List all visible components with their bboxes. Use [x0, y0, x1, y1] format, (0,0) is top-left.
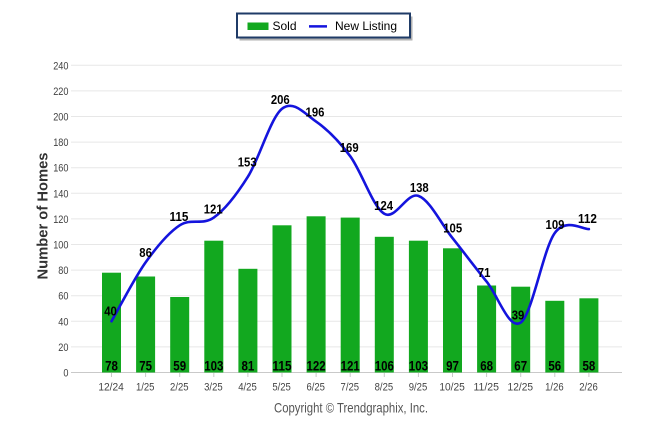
svg-text:7/25: 7/25 [341, 382, 360, 394]
svg-text:169: 169 [340, 140, 359, 155]
svg-text:58: 58 [583, 358, 596, 374]
svg-text:138: 138 [410, 180, 429, 195]
svg-text:4/25: 4/25 [238, 382, 257, 394]
svg-text:20: 20 [58, 342, 68, 354]
svg-text:120: 120 [53, 214, 68, 226]
svg-text:121: 121 [204, 202, 223, 217]
svg-text:180: 180 [53, 137, 68, 149]
svg-text:115: 115 [170, 209, 189, 224]
svg-text:New Listing: New Listing [335, 19, 397, 33]
svg-text:71: 71 [478, 265, 491, 280]
svg-text:1/26: 1/26 [545, 382, 564, 394]
svg-text:115: 115 [272, 358, 291, 374]
svg-text:10/25: 10/25 [439, 382, 465, 394]
svg-text:106: 106 [375, 358, 394, 374]
svg-text:112: 112 [578, 211, 597, 226]
svg-text:206: 206 [271, 92, 290, 107]
svg-text:140: 140 [53, 188, 68, 200]
svg-text:103: 103 [204, 358, 223, 374]
svg-text:60: 60 [58, 291, 68, 303]
svg-text:97: 97 [446, 358, 459, 374]
svg-text:196: 196 [306, 104, 325, 119]
svg-text:220: 220 [53, 86, 68, 98]
svg-text:6/25: 6/25 [306, 382, 325, 394]
svg-text:78: 78 [105, 358, 118, 374]
svg-text:122: 122 [307, 358, 326, 374]
svg-text:9/25: 9/25 [409, 382, 428, 394]
svg-text:153: 153 [238, 155, 257, 170]
svg-text:80: 80 [58, 265, 68, 277]
svg-text:11/25: 11/25 [473, 382, 499, 394]
svg-text:8/25: 8/25 [375, 382, 394, 394]
svg-text:40: 40 [58, 316, 68, 328]
svg-text:2/26: 2/26 [579, 382, 598, 394]
svg-text:Copyright © Trendgraphix, Inc.: Copyright © Trendgraphix, Inc. [274, 400, 428, 416]
svg-text:39: 39 [512, 307, 525, 322]
svg-text:12/25: 12/25 [508, 382, 534, 394]
svg-text:160: 160 [53, 163, 68, 175]
svg-text:0: 0 [63, 368, 68, 380]
svg-text:3/25: 3/25 [204, 382, 223, 394]
svg-text:105: 105 [443, 221, 462, 236]
svg-text:Number of Homes: Number of Homes [35, 153, 52, 280]
svg-text:103: 103 [409, 358, 428, 374]
svg-text:67: 67 [514, 358, 527, 374]
svg-text:75: 75 [139, 358, 152, 374]
svg-text:109: 109 [546, 217, 565, 232]
svg-text:2/25: 2/25 [170, 382, 189, 394]
svg-text:Sold: Sold [273, 19, 297, 33]
svg-text:100: 100 [53, 240, 68, 252]
svg-text:12/24: 12/24 [98, 382, 124, 394]
svg-text:81: 81 [242, 358, 255, 374]
svg-text:1/25: 1/25 [136, 382, 155, 394]
svg-text:124: 124 [374, 198, 394, 213]
svg-text:59: 59 [173, 358, 186, 374]
svg-text:56: 56 [548, 358, 561, 374]
svg-text:200: 200 [53, 112, 68, 124]
svg-text:5/25: 5/25 [272, 382, 291, 394]
svg-text:240: 240 [53, 60, 68, 72]
svg-text:86: 86 [139, 245, 152, 260]
svg-text:121: 121 [341, 358, 360, 374]
svg-text:40: 40 [104, 303, 117, 318]
svg-text:68: 68 [480, 358, 493, 374]
